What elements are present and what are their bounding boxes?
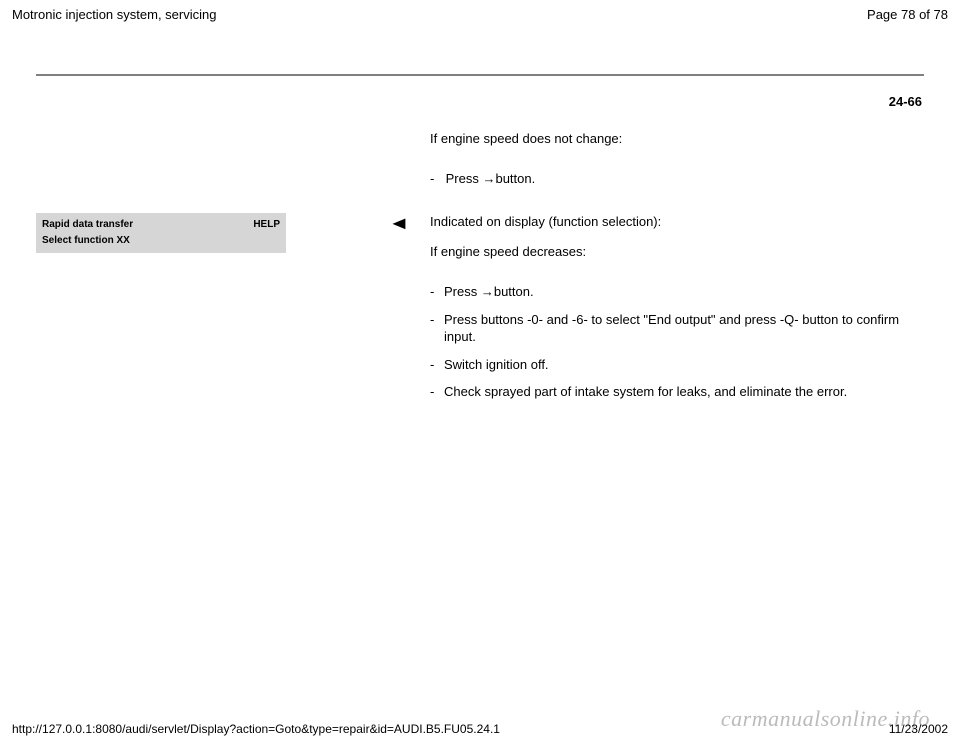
prefix: Press bbox=[444, 284, 481, 299]
suffix: button. bbox=[494, 284, 534, 299]
list-text: Switch ignition off. bbox=[444, 356, 922, 374]
header-title: Motronic injection system, servicing bbox=[12, 7, 216, 22]
display-line1-left: Rapid data transfer bbox=[42, 217, 133, 233]
step1-text: Press bbox=[446, 171, 483, 186]
list-item: - Check sprayed part of intake system fo… bbox=[430, 383, 922, 401]
page-footer: http://127.0.0.1:8080/audi/servlet/Displ… bbox=[0, 722, 960, 736]
steps-list: - Press →button. - Press buttons -0- and… bbox=[430, 283, 922, 411]
page-header: Motronic injection system, servicing Pag… bbox=[0, 0, 960, 24]
step1-suffix: button. bbox=[495, 171, 535, 186]
divider bbox=[36, 74, 924, 76]
list-text: Check sprayed part of intake system for … bbox=[444, 383, 922, 401]
list-item: - Press →button. bbox=[430, 283, 922, 301]
intro-line-2: If engine speed decreases: bbox=[430, 243, 922, 261]
list-text: Press buttons -0- and -6- to select "End… bbox=[444, 311, 922, 346]
triangle-arrow-icon: ◄ bbox=[388, 213, 409, 234]
dash: - bbox=[430, 171, 442, 186]
step-1: - Press →button. bbox=[430, 171, 535, 186]
footer-url: http://127.0.0.1:8080/audi/servlet/Displ… bbox=[12, 722, 500, 736]
list-item: - Press buttons -0- and -6- to select "E… bbox=[430, 311, 922, 346]
list-item: - Switch ignition off. bbox=[430, 356, 922, 374]
dash: - bbox=[430, 383, 444, 401]
footer-date: 11/23/2002 bbox=[889, 722, 948, 736]
dash: - bbox=[430, 311, 444, 329]
intro-line-1: If engine speed does not change: bbox=[430, 131, 622, 146]
display-panel: Rapid data transfer HELP Select function… bbox=[36, 213, 286, 253]
dash: - bbox=[430, 283, 444, 301]
header-page: Page 78 of 78 bbox=[867, 7, 948, 22]
indicated-line: Indicated on display (function selection… bbox=[430, 213, 922, 231]
display-line1-right: HELP bbox=[253, 217, 280, 233]
arrow-icon: → bbox=[482, 171, 495, 186]
section-number: 24-66 bbox=[0, 94, 922, 109]
list-text: Press →button. bbox=[444, 283, 922, 301]
arrow-icon: → bbox=[481, 284, 494, 299]
display-line2: Select function XX bbox=[42, 233, 280, 249]
dash: - bbox=[430, 356, 444, 374]
